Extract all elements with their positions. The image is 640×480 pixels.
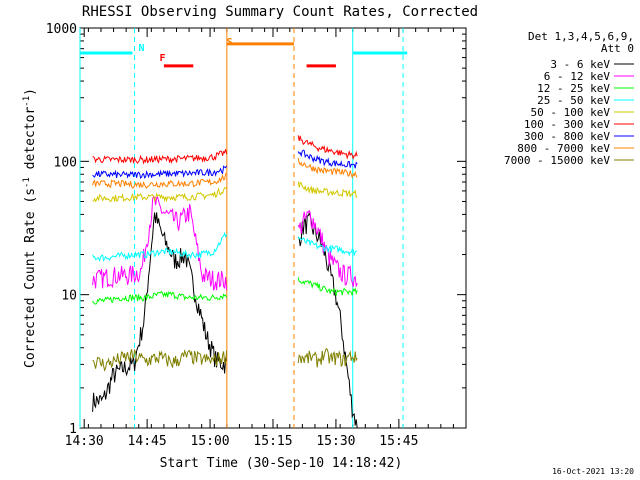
y-label-part-1: Corrected Count Rate (s	[23, 188, 38, 368]
annotation-N: N	[139, 43, 145, 54]
legend-label: 6 - 12 keV	[544, 70, 611, 83]
event-lines	[79, 28, 404, 428]
annotation-S: S	[227, 37, 233, 48]
x-axis-ticks: 14:30 14:45 15:00 15:15 15:30 15:45	[65, 28, 454, 449]
y-label-sup-1: -1	[22, 177, 32, 188]
x-tick-label: 15:00	[190, 434, 229, 449]
series-line-12-25	[92, 290, 228, 305]
event-bars	[80, 42, 408, 68]
series-line-100-300	[92, 149, 228, 165]
x-tick-label: 14:30	[65, 434, 104, 449]
series-line-3-6	[92, 212, 228, 412]
series-line-300-800	[297, 149, 358, 169]
series-line-50-100	[92, 187, 227, 203]
x-tick-label: 15:45	[379, 434, 418, 449]
series-line-7000-15000	[297, 347, 358, 368]
y-axis-label: Corrected Count Rate (s-1 detector-1)	[22, 88, 38, 368]
y-tick-label: 1000	[46, 22, 77, 37]
series-line-3-6	[297, 212, 358, 429]
legend-header-line-1: Det 1,3,4,5,6,9,	[528, 30, 634, 43]
legend-label: 7000 - 15000 keV	[504, 154, 610, 167]
series-line-800-7000	[92, 173, 227, 189]
legend-label: 50 - 100 keV	[531, 106, 611, 119]
x-axis-label: Start Time (30-Sep-10 14:18:42)	[160, 456, 403, 471]
y-tick-label: 100	[54, 155, 77, 170]
y-label-close: )	[23, 88, 38, 96]
plot-frame	[79, 27, 467, 429]
x-tick-label: 15:30	[316, 434, 355, 449]
chart-title: RHESSI Observing Summary Count Rates, Co…	[82, 4, 478, 20]
series-line-6-12	[92, 195, 228, 291]
series-line-7000-15000	[92, 348, 228, 372]
generation-timestamp: 16-Oct-2021 13:20	[552, 467, 634, 476]
series-layer	[92, 135, 358, 429]
legend-label: 100 - 300 keV	[524, 118, 610, 131]
x-tick-label: 15:15	[253, 434, 292, 449]
legend-label: 3 - 6 keV	[550, 58, 610, 71]
legend-label: 25 - 50 keV	[537, 94, 610, 107]
y-tick-label: 1	[69, 422, 77, 437]
legend-label: 12 - 25 keV	[537, 82, 610, 95]
series-line-300-800	[92, 165, 228, 179]
series-line-50-100	[297, 181, 358, 199]
legend-header-line-2: Att 0	[601, 42, 634, 55]
y-label-part-2: detector	[23, 107, 38, 178]
event-annotations: N F S	[139, 37, 233, 64]
x-tick-label: 14:45	[128, 434, 167, 449]
y-axis-ticks: 1 10 100 1000	[46, 22, 466, 437]
y-tick-label: 10	[61, 289, 77, 304]
series-line-12-25	[297, 277, 358, 297]
series-line-800-7000	[297, 157, 358, 179]
series-line-25-50	[297, 236, 358, 257]
legend-label: 300 - 800 keV	[524, 130, 610, 143]
series-line-25-50	[92, 231, 228, 263]
y-label-sup-2: -1	[22, 96, 32, 107]
annotation-F: F	[160, 53, 166, 64]
series-line-100-300	[297, 135, 358, 161]
legend-label: 800 - 7000 keV	[517, 142, 610, 155]
